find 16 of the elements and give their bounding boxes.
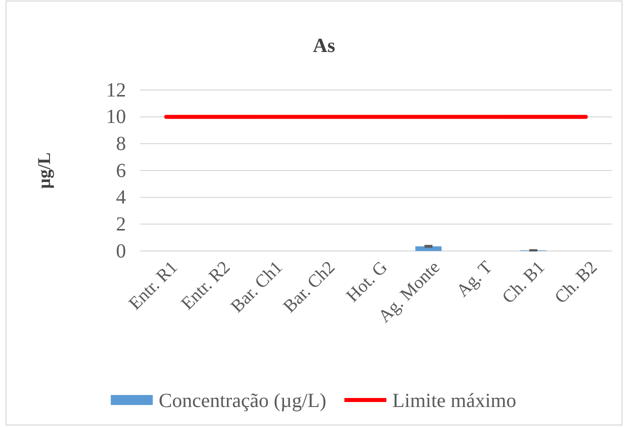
y-tick-label: 6: [116, 160, 126, 182]
y-axis-title: µg/L: [34, 152, 54, 189]
chart-title: As: [312, 35, 336, 57]
y-tick-label: 4: [116, 186, 126, 209]
y-tick-label: 8: [116, 133, 126, 156]
y-tick-label: 12: [106, 79, 126, 102]
x-tick-label: Ch. B2: [550, 256, 601, 308]
x-tick-label: Ag. T: [452, 256, 496, 301]
y-tick-label: 10: [106, 106, 126, 128]
legend-label: Limite máximo: [392, 390, 516, 412]
y-tick-label: 2: [116, 214, 126, 236]
x-tick-label: Ch. B1: [498, 256, 548, 308]
x-tick-label: Hot. G: [342, 256, 391, 306]
y-tick-label: 0: [116, 240, 126, 262]
legend-label: Concentração (µg/L): [158, 390, 326, 412]
x-tick-label: Entr. R1: [124, 256, 182, 314]
